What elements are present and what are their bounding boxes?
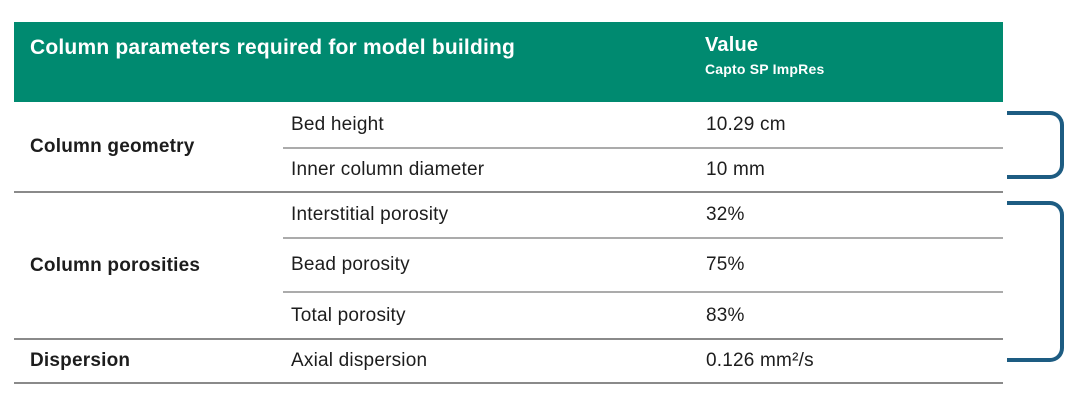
value-column-label: Value xyxy=(705,34,759,56)
value-cell: 75% xyxy=(705,238,1003,293)
parameter-cell: Bead porosity xyxy=(283,238,705,293)
value-cell: 32% xyxy=(705,192,1003,239)
value-cell: 10.29 cm xyxy=(705,102,1003,149)
value-cell: 0.126 mm²/s xyxy=(705,339,1003,384)
parameter-cell: Inner column diameter xyxy=(283,148,705,193)
group-cell-column-porosities: Column porosities xyxy=(14,192,283,340)
group-cell-dispersion: Dispersion xyxy=(14,339,283,384)
table-row: Bead porosity 75% xyxy=(14,238,1003,293)
parameter-cell: Total porosity xyxy=(283,292,705,340)
table-header-title: Column parameters required for model bui… xyxy=(30,36,516,59)
table-header: Column parameters required for model bui… xyxy=(14,22,1003,102)
group-cell-column-geometry: Column geometry xyxy=(14,102,283,193)
bracket-column-geometry-icon xyxy=(1007,111,1064,179)
parameter-cell: Axial dispersion xyxy=(283,339,705,384)
value-cell: 83% xyxy=(705,292,1003,340)
table-row: Column porosities Interstitial porosity … xyxy=(14,192,1003,340)
table-row: Total porosity 83% xyxy=(14,292,1003,340)
table-row: Inner column diameter 10 mm xyxy=(14,148,1003,193)
parameters-table: Column geometry Bed height 10.29 cm Inne… xyxy=(14,102,1003,384)
table-row: Column geometry Bed height 10.29 cm xyxy=(14,102,1003,193)
value-cell: 10 mm xyxy=(705,148,1003,193)
parameter-cell: Interstitial porosity xyxy=(283,192,705,239)
value-header-block: Value Capto SP ImpRes xyxy=(705,34,824,77)
value-column-sublabel: Capto SP ImpRes xyxy=(705,61,825,77)
parameter-cell: Bed height xyxy=(283,102,705,149)
bracket-porosities-dispersion-icon xyxy=(1007,201,1064,362)
table-row: Dispersion Axial dispersion 0.126 mm²/s xyxy=(14,339,1003,384)
